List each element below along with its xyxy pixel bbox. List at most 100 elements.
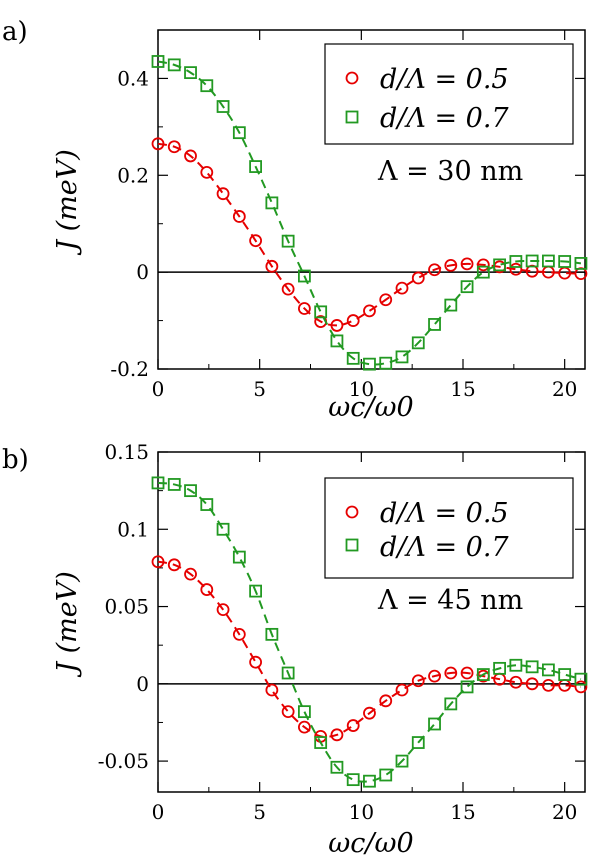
legend-marker-square	[345, 538, 359, 552]
data-point-square	[200, 498, 214, 511]
data-point-circle	[444, 666, 458, 680]
data-point-square	[281, 666, 295, 680]
data-point-circle	[460, 666, 474, 680]
data-point-circle	[411, 674, 425, 688]
data-point-square	[167, 58, 181, 72]
data-point-circle	[167, 558, 181, 572]
data-point-square	[249, 160, 263, 173]
data-point-circle	[395, 683, 409, 697]
data-point-square	[151, 55, 165, 68]
legend-marker-circle	[345, 71, 359, 85]
data-point-square	[184, 484, 197, 498]
data-point-square	[525, 254, 539, 268]
y-tick-label: 0	[136, 260, 149, 284]
data-point-square	[314, 305, 328, 319]
data-point-circle	[444, 258, 458, 272]
data-point-circle	[428, 263, 441, 277]
x-tick-label: 0	[152, 800, 165, 824]
data-point-square	[476, 668, 490, 681]
data-point-circle	[151, 555, 165, 569]
plot-frame	[157, 451, 586, 793]
y-tick-label: -0.2	[110, 357, 149, 381]
x-tick-label: 5	[253, 377, 266, 401]
data-point-square	[330, 334, 344, 348]
data-point-circle	[281, 282, 295, 296]
data-point-circle	[265, 683, 279, 697]
data-point-square	[200, 79, 214, 93]
data-point-square	[151, 476, 165, 490]
y-tick-label: 0.15	[104, 440, 149, 464]
y-ticks: -0.05 0 0.05 0.1 0.15	[98, 440, 585, 773]
data-point-square	[363, 357, 376, 371]
data-point-circle	[509, 675, 523, 689]
legend-label: d/Λ = 0.7	[380, 103, 509, 134]
y-tick-label: 0	[136, 672, 149, 696]
panel-a: a) 0 5 10 15 20 -0.200.20.4 d/Λ = 0.5 d/Λ = …	[2, 17, 588, 423]
x-tick-label: 15	[450, 800, 475, 824]
data-point-square	[363, 774, 376, 788]
data-point-square	[395, 350, 409, 364]
data-point-square	[265, 627, 279, 641]
data-point-circle	[525, 677, 539, 691]
data-point-square	[444, 697, 458, 711]
data-point-circle	[395, 281, 409, 295]
data-point-square	[444, 298, 458, 312]
data-point-square	[558, 668, 572, 681]
data-point-circle	[542, 678, 555, 692]
data-point-square	[167, 478, 181, 491]
data-point-circle	[216, 603, 230, 617]
legend-marker-circle	[345, 505, 359, 519]
x-ticks: 0 5 10 15 20	[152, 30, 577, 401]
data-point-square	[379, 356, 393, 370]
data-point-circle	[476, 258, 490, 272]
data-point-circle	[297, 720, 311, 734]
data-point-square	[493, 661, 507, 675]
data-point-square	[297, 705, 311, 719]
data-point-circle	[330, 319, 344, 332]
data-point-square	[346, 773, 360, 787]
data-point-circle	[184, 149, 197, 163]
legend-marker-square	[345, 110, 359, 124]
data-point-square	[249, 584, 263, 598]
data-point-circle	[509, 262, 523, 276]
x-tick-label: 20	[552, 800, 577, 824]
y-tick-label: 0.1	[117, 517, 149, 541]
y-ticks: -0.2 0 0.2 0.4	[110, 66, 585, 381]
x-tick-label: 10	[349, 800, 374, 824]
annotation: Λ = 30 nm	[377, 156, 523, 187]
series-line	[157, 60, 582, 366]
y-tick-label: 0.4	[117, 66, 149, 90]
data-point-square	[460, 680, 474, 694]
x-tick-label: 10	[349, 377, 374, 401]
x-ticks: 0 5 10 15 20	[152, 452, 577, 824]
data-point-square	[379, 768, 393, 782]
data-point-circle	[265, 259, 279, 273]
x-axis-label: ωc/ω0	[328, 392, 413, 423]
data-point-square	[411, 336, 425, 350]
data-point-square	[411, 736, 425, 749]
annotation: Λ = 45 nm	[377, 585, 523, 616]
data-point-square	[232, 126, 246, 140]
legend-label: d/Λ = 0.7	[380, 532, 509, 563]
data-point-square	[281, 234, 295, 248]
data-point-circle	[363, 706, 376, 720]
data-point-circle	[346, 314, 360, 327]
data-point-square	[509, 658, 523, 672]
data-point-square	[216, 522, 230, 536]
panel-label: a)	[2, 17, 28, 47]
series-group	[151, 55, 588, 371]
data-point-square	[265, 196, 279, 210]
data-point-circle	[460, 257, 474, 271]
data-point-circle	[249, 655, 263, 669]
legend-label: d/Λ = 0.5	[380, 498, 509, 529]
x-axis-label: ωc/ω0	[328, 828, 413, 859]
data-point-circle	[297, 302, 311, 315]
data-point-circle	[379, 694, 393, 708]
data-point-circle	[232, 210, 246, 223]
data-point-square	[330, 760, 344, 774]
data-point-square	[525, 660, 539, 674]
x-tick-label: 20	[552, 377, 577, 401]
y-axis-label: J (meV)	[52, 149, 83, 256]
legend-label: d/Λ = 0.5	[380, 64, 509, 95]
